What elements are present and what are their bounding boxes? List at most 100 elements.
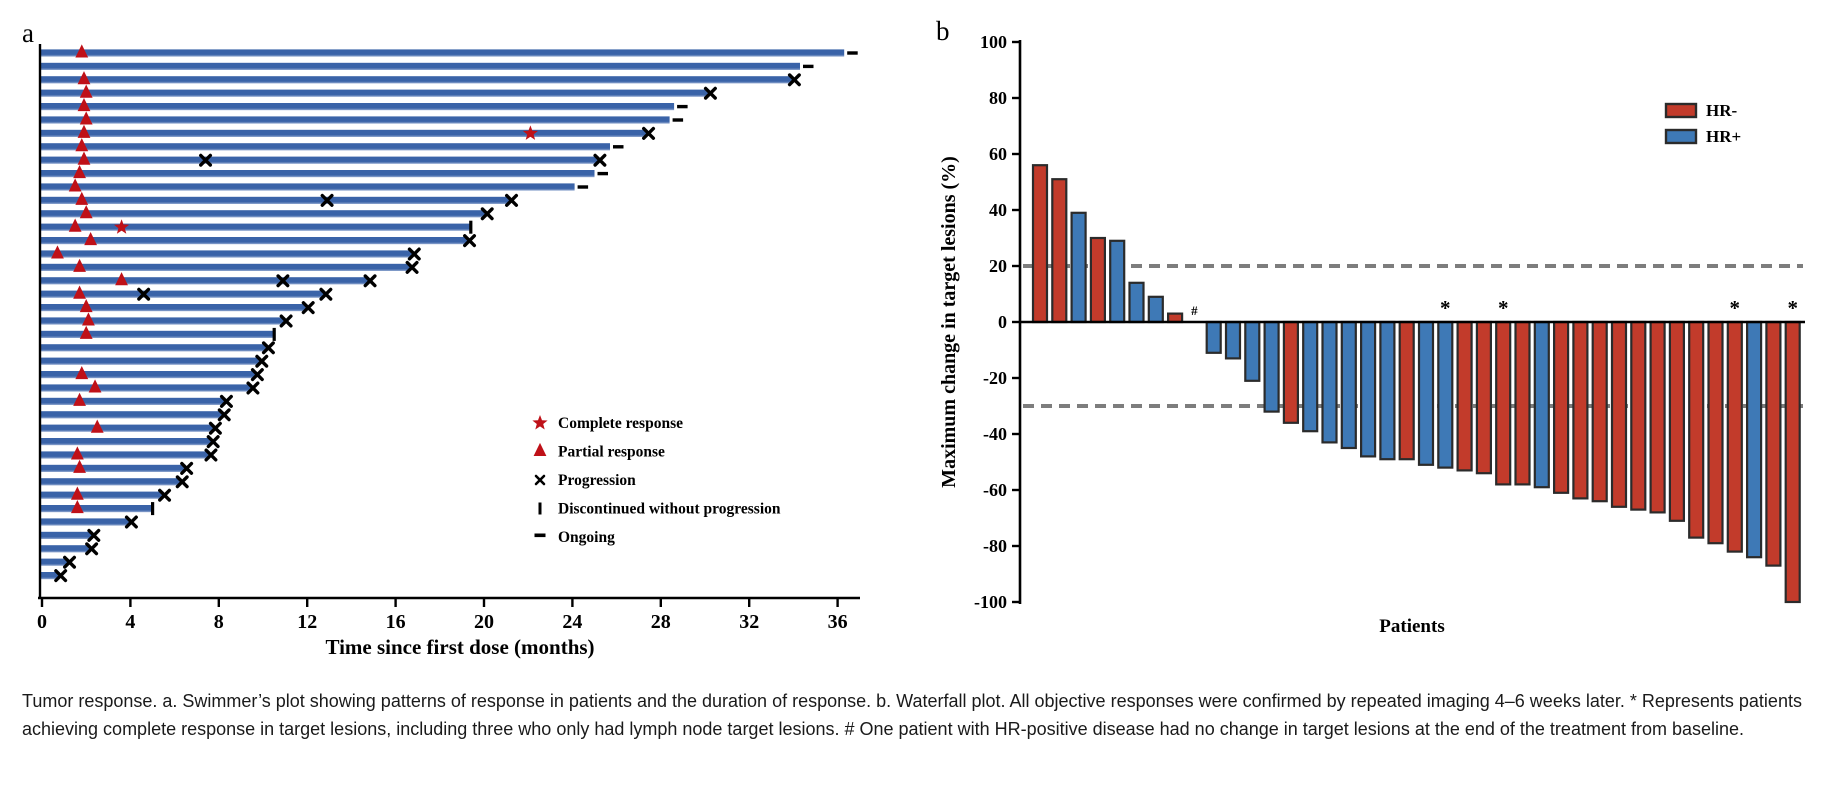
x-tick-label: 8 (214, 611, 224, 633)
waterfall-bar (1089, 236, 1106, 324)
no-change-hash: # (1191, 303, 1198, 318)
waterfall-bar (1417, 320, 1435, 466)
progression-x-icon (85, 542, 99, 556)
progression-x-icon (320, 193, 334, 207)
swimmer-bar (41, 290, 325, 298)
waterfall-bar (1475, 320, 1493, 475)
partial-response-triangle-icon (75, 191, 89, 205)
partial-response-triangle-icon (90, 419, 104, 433)
x-tick-label: 24 (562, 611, 582, 633)
swimmer-bar (41, 317, 286, 325)
progression-x-icon (787, 73, 801, 87)
swimmer-bar (41, 210, 487, 218)
legend-swatch (1664, 128, 1698, 145)
partial-response-triangle-icon (77, 151, 91, 165)
progression-x-icon (87, 528, 101, 542)
waterfall-bar (1668, 320, 1686, 522)
partial-response-triangle-icon (84, 231, 98, 246)
y-tick-label: 0 (998, 312, 1007, 332)
progression-x-icon (593, 153, 607, 167)
waterfall-bar (1379, 320, 1396, 461)
progression-x-icon (219, 394, 233, 408)
swimmer-bar (41, 397, 226, 405)
progression-x-icon (246, 381, 260, 395)
partial-response-triangle-icon (79, 325, 93, 339)
partial-response-triangle-icon (75, 44, 89, 58)
swimmer-bar (41, 464, 186, 472)
waterfall-bar (1340, 320, 1357, 450)
waterfall-bar (1437, 320, 1454, 469)
swimmer-bar (41, 491, 164, 499)
swimmer-bar (41, 62, 800, 70)
swimmer-bar (41, 223, 471, 231)
legend-label: Complete response (558, 415, 683, 432)
waterfall-y-axis-title: Maximum change in target lesions (%) (938, 156, 960, 488)
legend-label: Discontinued without progression (558, 501, 781, 518)
progression-x-icon (124, 515, 138, 529)
swimmer-bar (41, 129, 648, 137)
waterfall-bar (1610, 320, 1628, 508)
panel-a-label: a (22, 18, 34, 48)
waterfall-bar (1070, 211, 1087, 324)
partial-response-triangle-icon (70, 446, 84, 460)
x-tick-label: 0 (37, 611, 47, 633)
waterfall-bar (1456, 320, 1473, 472)
swimmer-bar (41, 143, 610, 151)
progression-x-icon (363, 274, 377, 288)
progression-x-icon (206, 435, 220, 449)
swimmer-bar (41, 277, 370, 285)
waterfall-bar (1360, 320, 1377, 458)
partial-response-triangle-icon (77, 124, 91, 138)
progression-x-icon (54, 569, 68, 583)
y-tick-label: 80 (989, 88, 1007, 108)
legend-star-icon (532, 415, 548, 430)
partial-response-triangle-icon (68, 178, 82, 192)
swimmer-bar (41, 531, 93, 539)
waterfall-bar (1649, 320, 1666, 514)
partial-response-triangle-icon (79, 298, 93, 313)
progression-x-icon (199, 153, 213, 167)
discontinued-bar-icon (151, 502, 155, 516)
waterfall-x-axis-title: Patients (1379, 616, 1444, 637)
partial-response-triangle-icon (70, 499, 84, 514)
partial-response-triangle-icon (115, 272, 128, 286)
y-tick-label: 100 (980, 32, 1007, 52)
partial-response-triangle-icon (70, 486, 84, 500)
legend-label: Ongoing (558, 529, 615, 546)
y-tick-label: 60 (989, 144, 1007, 164)
waterfall-bar (1630, 320, 1647, 511)
partial-response-triangle-icon (73, 164, 86, 179)
swimmer-bar (41, 156, 599, 164)
swimmer-bar (41, 89, 710, 97)
progression-x-icon (407, 247, 421, 261)
legend-ongoing-icon (534, 533, 546, 538)
progression-x-icon (405, 260, 419, 274)
swimmer-bar (41, 76, 794, 84)
swimmer-bar (41, 545, 91, 553)
partial-response-triangle-icon (79, 205, 93, 219)
waterfall-bar (1128, 281, 1145, 324)
swimmer-bar (41, 424, 215, 432)
waterfall-bar (1031, 164, 1049, 324)
waterfall-bar (1495, 320, 1512, 486)
partial-response-triangle-icon (73, 459, 86, 473)
waterfall-bar (1147, 295, 1164, 324)
waterfall-bar (1109, 239, 1126, 324)
swimmer-bar (41, 451, 210, 459)
progression-x-icon (217, 408, 231, 422)
legend-label: Partial response (558, 444, 665, 461)
swimmer-bar (41, 371, 257, 379)
x-tick-label: 12 (297, 611, 317, 633)
waterfall-bar (1321, 320, 1338, 444)
swimmer-bar (41, 103, 675, 111)
progression-x-icon (261, 341, 275, 355)
waterfall-bar (1765, 320, 1782, 567)
swimmer-bar (41, 170, 595, 178)
x-tick-label: 36 (828, 611, 848, 633)
ongoing-dash-icon (613, 145, 624, 149)
y-tick-label: -80 (983, 536, 1007, 556)
swimmer-bar (41, 438, 213, 446)
progression-x-icon (642, 126, 656, 140)
y-tick-label: 40 (989, 200, 1007, 220)
